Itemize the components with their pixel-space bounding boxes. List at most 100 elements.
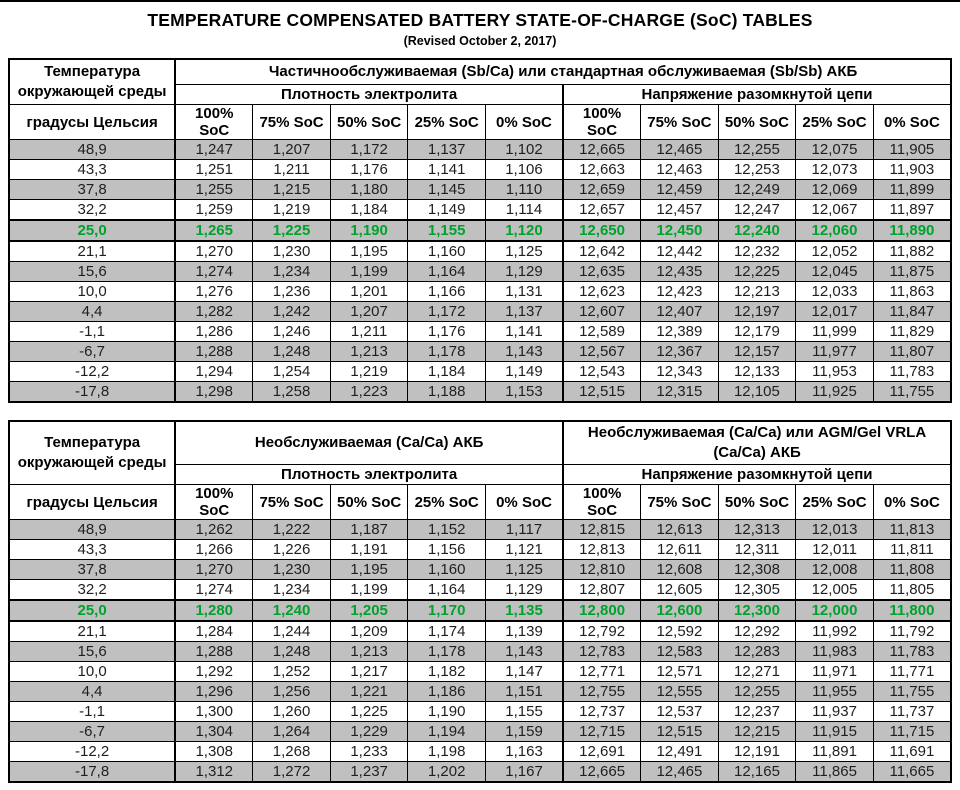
voltage-value-cell: 12,000 — [795, 599, 874, 622]
voltage-value-cell: 12,792 — [562, 620, 642, 642]
voltage-value-cell: 12,465 — [640, 139, 719, 160]
voltage-value-cell: 12,583 — [640, 641, 719, 662]
voltage-value-cell: 11,905 — [872, 139, 952, 160]
voltage-value-cell: 12,271 — [717, 661, 797, 682]
voltage-value-cell: 12,663 — [562, 159, 642, 180]
density-value-cell: 1,223 — [329, 381, 409, 403]
soc-column-header: 75% SoC — [640, 484, 719, 520]
temperature-cell: 4,4 — [8, 301, 177, 322]
density-value-cell: 1,230 — [252, 240, 331, 262]
voltage-value-cell: 12,225 — [717, 261, 797, 282]
soc-column-header: 100% SoC — [174, 484, 254, 520]
density-value-cell: 1,194 — [407, 721, 486, 742]
density-value-cell: 1,258 — [252, 381, 331, 403]
density-value-cell: 1,274 — [174, 261, 254, 282]
density-value-cell: 1,149 — [407, 199, 486, 221]
density-value-cell: 1,260 — [252, 701, 331, 722]
voltage-value-cell: 12,215 — [717, 721, 797, 742]
table-row: 21,1 1,284 1,244 1,209 1,174 1,139 12,792 12,59… — [8, 620, 952, 642]
voltage-value-cell: 12,367 — [640, 341, 719, 362]
voltage-value-cell: 11,992 — [795, 620, 874, 642]
temp-column-header: Температура окружающей среды — [8, 420, 177, 485]
voltage-value-cell: 12,060 — [795, 219, 874, 242]
voltage-value-cell: 11,737 — [872, 701, 952, 722]
density-value-cell: 1,294 — [174, 361, 254, 382]
voltage-value-cell: 12,157 — [717, 341, 797, 362]
voltage-value-cell: 11,983 — [795, 641, 874, 662]
voltage-value-cell: 12,232 — [717, 240, 797, 262]
soc-column-header: 75% SoC — [640, 104, 719, 140]
temp-column-header: Температура окружающей среды — [8, 58, 177, 105]
temperature-cell: 15,6 — [8, 261, 177, 282]
voltage-value-cell: 12,011 — [795, 539, 874, 560]
voltage-value-cell: 11,792 — [872, 620, 952, 642]
density-value-cell: 1,184 — [329, 199, 409, 221]
voltage-value-cell: 11,771 — [872, 661, 952, 682]
voltage-value-cell: 11,755 — [872, 381, 952, 403]
density-value-cell: 1,182 — [407, 661, 486, 682]
density-value-cell: 1,201 — [329, 281, 409, 302]
density-value-cell: 1,139 — [484, 620, 565, 642]
density-value-cell: 1,160 — [407, 559, 486, 580]
voltage-value-cell: 11,807 — [872, 341, 952, 362]
temperature-cell: 37,8 — [8, 179, 177, 200]
temperature-cell: 37,8 — [8, 559, 177, 580]
density-value-cell: 1,252 — [252, 661, 331, 682]
table-row: 37,8 1,255 1,215 1,180 1,145 1,110 12,659 12,45… — [8, 179, 952, 200]
temp-unit-header: градусы Цельсия — [8, 484, 177, 520]
density-value-cell: 1,141 — [484, 321, 565, 342]
density-value-cell: 1,143 — [484, 641, 565, 662]
voltage-value-cell: 12,665 — [562, 139, 642, 160]
voltage-value-cell: 12,613 — [640, 519, 719, 540]
voltage-value-cell: 12,249 — [717, 179, 797, 200]
density-value-cell: 1,264 — [252, 721, 331, 742]
temperature-cell: -17,8 — [8, 761, 177, 783]
density-value-cell: 1,229 — [329, 721, 409, 742]
soc-table-standard: Температура окружающей среды Частичнообс… — [8, 58, 952, 403]
density-value-cell: 1,163 — [484, 741, 565, 762]
density-value-cell: 1,292 — [174, 661, 254, 682]
voltage-value-cell: 12,008 — [795, 559, 874, 580]
density-value-cell: 1,135 — [484, 599, 565, 622]
density-value-cell: 1,153 — [484, 381, 565, 403]
temperature-cell: -6,7 — [8, 341, 177, 362]
density-value-cell: 1,282 — [174, 301, 254, 322]
table-row: 4,4 1,296 1,256 1,221 1,186 1,151 12,755 12,555… — [8, 681, 952, 702]
voltage-group-header: Напряжение разомкнутой цепи — [562, 84, 952, 105]
density-value-cell: 1,296 — [174, 681, 254, 702]
temperature-cell: -12,2 — [8, 361, 177, 382]
voltage-value-cell: 11,915 — [795, 721, 874, 742]
soc-column-header: 100% SoC — [562, 484, 642, 520]
battery-type-header: Необслуживаемая (Ca/Ca) АКБ — [174, 420, 565, 465]
density-value-cell: 1,284 — [174, 620, 254, 642]
table-row: 37,8 1,270 1,230 1,195 1,160 1,125 12,810 12,60… — [8, 559, 952, 580]
voltage-value-cell: 12,300 — [717, 599, 797, 622]
voltage-value-cell: 12,571 — [640, 661, 719, 682]
table-row: 15,6 1,288 1,248 1,213 1,178 1,143 12,783 12,58… — [8, 641, 952, 662]
voltage-value-cell: 12,813 — [562, 539, 642, 560]
voltage-value-cell: 12,253 — [717, 159, 797, 180]
voltage-group-header: Напряжение разомкнутой цепи — [562, 464, 952, 485]
density-value-cell: 1,300 — [174, 701, 254, 722]
density-value-cell: 1,219 — [329, 361, 409, 382]
density-value-cell: 1,288 — [174, 341, 254, 362]
soc-column-header: 25% SoC — [795, 484, 874, 520]
density-value-cell: 1,256 — [252, 681, 331, 702]
density-value-cell: 1,187 — [329, 519, 409, 540]
voltage-value-cell: 12,608 — [640, 559, 719, 580]
density-value-cell: 1,188 — [407, 381, 486, 403]
voltage-value-cell: 11,863 — [872, 281, 952, 302]
density-value-cell: 1,151 — [484, 681, 565, 702]
density-value-cell: 1,147 — [484, 661, 565, 682]
density-value-cell: 1,114 — [484, 199, 565, 221]
density-value-cell: 1,288 — [174, 641, 254, 662]
soc-column-header: 0% SoC — [484, 104, 565, 140]
soc-column-header: 25% SoC — [795, 104, 874, 140]
density-value-cell: 1,137 — [407, 139, 486, 160]
voltage-value-cell: 12,017 — [795, 301, 874, 322]
density-value-cell: 1,213 — [329, 341, 409, 362]
voltage-value-cell: 12,715 — [562, 721, 642, 742]
voltage-value-cell: 12,075 — [795, 139, 874, 160]
density-value-cell: 1,304 — [174, 721, 254, 742]
density-value-cell: 1,251 — [174, 159, 254, 180]
